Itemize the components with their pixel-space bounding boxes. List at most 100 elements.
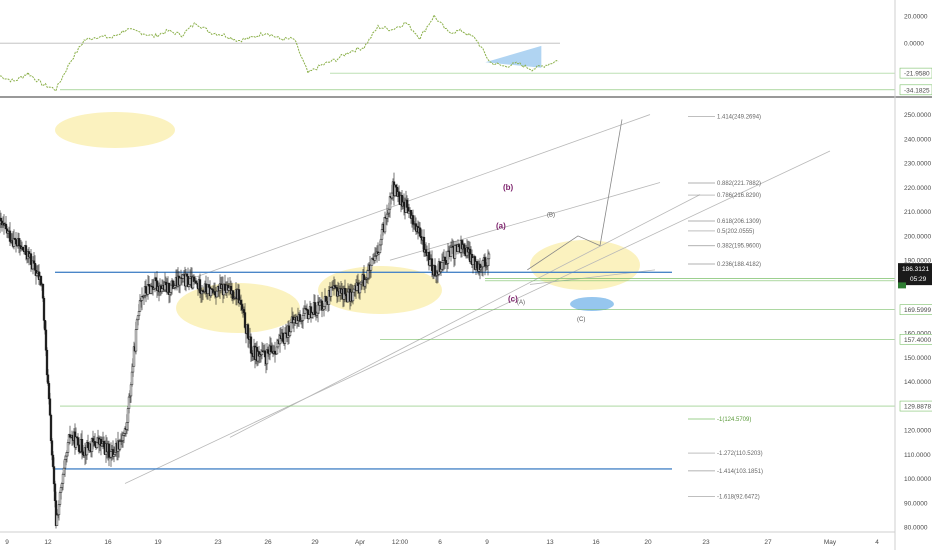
- candle-body-67: [65, 452, 69, 457]
- candle-body-268: [266, 349, 270, 354]
- price-tick-label: 90.0000: [904, 500, 928, 507]
- osc-tick-label: -34.1825: [904, 87, 930, 94]
- candle-body-477: [475, 261, 479, 269]
- candle-body-10: [8, 230, 12, 242]
- current-price-time: 05:29: [910, 276, 927, 283]
- candle-body-48: [46, 374, 50, 384]
- time-tick-label: 12: [44, 539, 52, 546]
- candle-body-19: [17, 238, 21, 246]
- candle-body-34: [32, 260, 36, 264]
- candle-body-455: [453, 244, 457, 259]
- candle-body-233: [231, 290, 235, 300]
- candle-body-489: [487, 253, 491, 260]
- time-tick-label: 29: [311, 539, 319, 546]
- time-tick-label: 6: [438, 539, 442, 546]
- candle-body-132: [130, 371, 134, 386]
- candle-body-389: [387, 208, 391, 214]
- projection-path: [527, 119, 623, 271]
- candle-body-485: [483, 257, 487, 267]
- time-tick-label: May: [824, 539, 837, 546]
- candle-body-102: [100, 443, 104, 447]
- candle-body-95: [93, 441, 97, 446]
- time-tick-label: 9: [485, 539, 489, 546]
- candle-body-277: [275, 346, 279, 355]
- candle-body-146: [144, 286, 148, 294]
- target-zone-c: [570, 297, 614, 311]
- time-tick-label: 12:00: [392, 539, 409, 546]
- candle-body-358: [356, 282, 360, 286]
- highlight-zone-0: [55, 112, 175, 148]
- price-tick-label: 150.0000: [904, 355, 931, 362]
- candle-body-190: [188, 278, 192, 285]
- candle-body-137: [135, 319, 139, 330]
- candle-body-242: [240, 304, 244, 310]
- candle-body-407: [405, 199, 409, 208]
- candle-body-291: [289, 322, 293, 333]
- candle-body-380: [378, 244, 382, 253]
- candle-body-354: [352, 288, 356, 293]
- candle-body-129: [127, 396, 131, 409]
- candle-body-465: [463, 248, 467, 255]
- candle-body-1: [0, 217, 3, 222]
- axis-level-label-2: 129.8878: [904, 404, 931, 411]
- candle-body-464: [462, 244, 466, 249]
- candle-body-345: [343, 288, 347, 295]
- time-tick-label: 4: [875, 539, 879, 546]
- candle-body-409: [407, 211, 411, 214]
- candle-body-275: [273, 350, 277, 354]
- candle-body-451: [449, 247, 453, 257]
- osc-level-box: [899, 67, 932, 79]
- fib-label-6: 0.236(188.4182): [717, 262, 761, 268]
- candle-body-170: [168, 292, 172, 295]
- price-tick-label: 160.0000: [904, 330, 931, 337]
- fib-label-9: -1.414(103.1851): [717, 469, 763, 475]
- current-price-box: [898, 263, 932, 286]
- candle-body-64: [62, 467, 66, 475]
- candle-body-326: [324, 296, 328, 302]
- candle-body-200: [198, 279, 202, 294]
- candle-body-78: [76, 437, 80, 446]
- candle-body-396: [394, 184, 398, 188]
- candle-body-151: [149, 285, 153, 294]
- candle-body-166: [164, 281, 168, 286]
- candle-body-131: [129, 384, 133, 397]
- candle-body-430: [428, 259, 432, 266]
- candle-body-120: [118, 441, 122, 450]
- candle-body-361: [359, 281, 363, 285]
- candle-body-46: [44, 329, 48, 351]
- wave-label-5: (A): [517, 300, 525, 306]
- candle-body-331: [329, 287, 333, 297]
- candle-body-317: [315, 312, 319, 316]
- price-tick-label: 80.0000: [904, 525, 928, 532]
- candle-body-488: [486, 258, 490, 267]
- candle-body-66: [64, 455, 68, 460]
- time-tick-label: 26: [264, 539, 272, 546]
- trend-line-2: [124, 150, 831, 484]
- osc-tick-label: -21.9580: [904, 71, 930, 78]
- candle-body-381: [379, 238, 383, 246]
- candle-body-303: [301, 314, 305, 321]
- fib-label-10: -1.618(92.6472): [717, 494, 760, 500]
- candle-body-41: [39, 276, 43, 285]
- time-tick-label: 23: [702, 539, 710, 546]
- candle-body-426: [424, 249, 428, 254]
- candle-body-294: [292, 319, 296, 324]
- candle-body-445: [443, 256, 447, 261]
- candle-body-483: [481, 260, 485, 268]
- candle-body-65: [63, 458, 67, 469]
- candle-body-365: [363, 279, 367, 287]
- candle-body-63: [61, 473, 65, 484]
- candle-body-392: [390, 192, 394, 199]
- price-tick-label: 230.0000: [904, 161, 931, 168]
- candle-body-31: [29, 253, 33, 265]
- time-tick-label: 16: [104, 539, 112, 546]
- candle-body-54: [52, 466, 56, 485]
- candle-body-97: [95, 442, 99, 448]
- candle-body-304: [302, 312, 306, 316]
- trend-line-1: [389, 182, 661, 261]
- price-tick-label: 210.0000: [904, 209, 931, 216]
- candle-body-481: [479, 267, 483, 271]
- osc-projection: [485, 45, 542, 68]
- candle-body-251: [249, 336, 253, 354]
